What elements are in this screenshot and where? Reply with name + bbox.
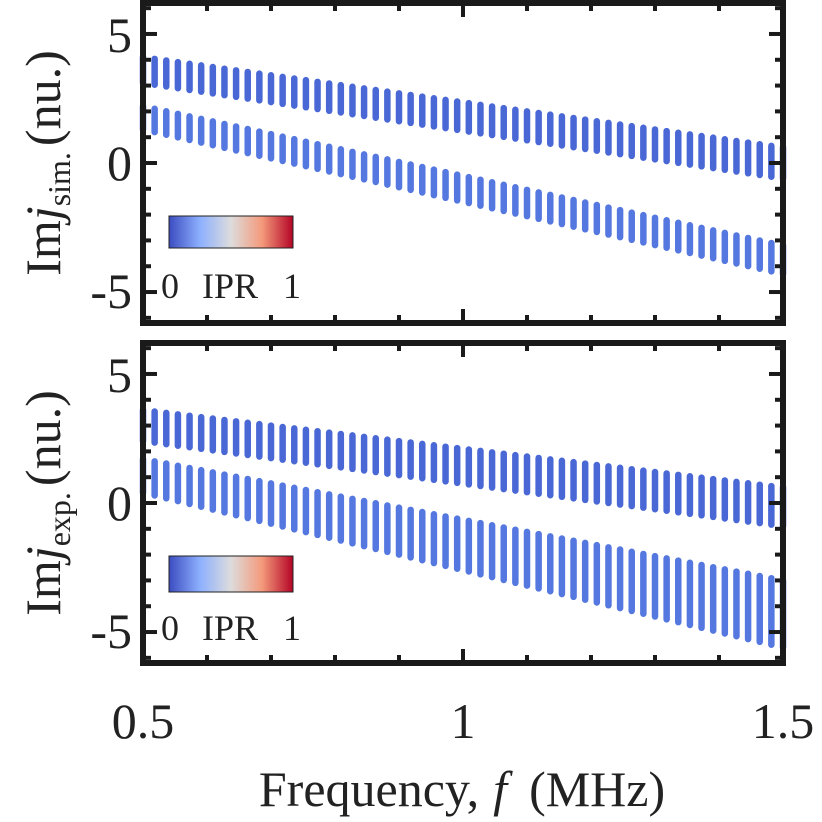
top-colorbar-max: 1 <box>283 266 301 306</box>
top-ylabel-suffix: (nu.) <box>15 50 71 146</box>
bottom-ylabel-suffix: (nu.) <box>15 390 71 486</box>
bottom-colorbar-max: 1 <box>283 608 301 648</box>
bottom-ytick-label: -5 <box>90 603 132 659</box>
top-colorbar-gradient <box>168 215 294 249</box>
bottom-ytick-label: 0 <box>107 475 132 531</box>
top-ytick-label: 5 <box>107 7 132 63</box>
x-axis-label: Frequency, f (MHz) <box>259 761 665 817</box>
top-colorbar-min: 0 <box>161 266 179 306</box>
top-data-points <box>139 53 787 278</box>
top-ylabel-prefix: Im <box>15 220 71 276</box>
bottom-ylabel-sub: exp. <box>41 492 77 546</box>
x-axis-label-var: f <box>493 761 513 817</box>
bottom-colorbar-min: 0 <box>161 608 179 648</box>
xtick-label: 0.5 <box>112 693 175 749</box>
bottom-ticks <box>141 343 785 663</box>
top-panel: 5 0 -5 Imjsim.(nu.) 0 IPR 1 <box>15 0 787 326</box>
xtick-label: 1 <box>451 693 476 749</box>
bottom-colorbar: 0 IPR 1 <box>161 555 301 648</box>
top-ytick-label: 0 <box>107 135 132 191</box>
svg-text:Imjsim.(nu.): Imjsim.(nu.) <box>15 50 77 276</box>
bottom-colorbar-gradient <box>168 555 294 593</box>
bottom-colorbar-title: IPR <box>202 608 258 648</box>
bottom-ylabel-prefix: Im <box>15 560 71 616</box>
top-ylabel-sub: sim. <box>41 152 77 206</box>
bottom-panel: 5 0 -5 Imjexp.(nu.) 0 IPR 1 0.5 1 1.5 Fr… <box>15 340 815 817</box>
x-axis-label-unit: (MHz) <box>529 761 665 817</box>
xtick-label: 1.5 <box>752 693 815 749</box>
top-ytick-label: -5 <box>90 263 132 319</box>
top-ylabel: Imjsim.(nu.) <box>15 50 77 276</box>
bottom-ytick-label: 5 <box>107 347 132 403</box>
top-colorbar-title: IPR <box>202 266 258 306</box>
top-colorbar: 0 IPR 1 <box>161 215 301 306</box>
svg-text:Imjexp.(nu.): Imjexp.(nu.) <box>15 390 77 615</box>
x-axis-label-text: Frequency, <box>259 761 479 817</box>
top-ticks <box>141 3 785 323</box>
bottom-ylabel: Imjexp.(nu.) <box>15 390 77 615</box>
bottom-data-points <box>139 406 787 651</box>
